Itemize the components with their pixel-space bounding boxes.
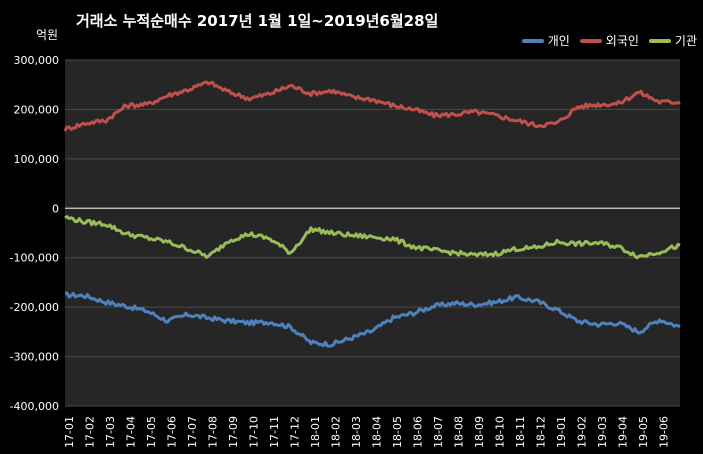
- x-tick-label: 17-09: [227, 416, 240, 448]
- x-tick-label: 18-01: [309, 416, 322, 448]
- legend-item-individual: 개인: [521, 32, 570, 49]
- x-tick-label: 17-05: [145, 416, 158, 448]
- x-tick-label: 18-12: [535, 416, 548, 448]
- x-tick-label: 18-06: [412, 416, 425, 448]
- x-tick-label: 18-11: [514, 416, 527, 448]
- legend-swatch-foreign: [579, 38, 602, 43]
- x-tick-label: 19-01: [555, 416, 568, 448]
- y-tick-label: -300,000: [10, 351, 59, 364]
- x-tick-label: 17-07: [186, 416, 199, 448]
- x-tick-label: 19-03: [596, 416, 609, 448]
- series-line-foreign: [63, 80, 681, 132]
- legend-item-foreign: 외국인: [579, 32, 639, 49]
- y-tick-label: 200,000: [14, 103, 60, 116]
- x-tick-label: 19-05: [637, 416, 650, 448]
- y-tick-label: -200,000: [10, 301, 59, 314]
- x-tick-label: 17-12: [289, 416, 302, 448]
- legend: 개인 외국인 기관: [521, 32, 697, 49]
- x-tick-label: 18-02: [330, 416, 343, 448]
- x-tick-label: 19-06: [658, 416, 671, 448]
- x-tick-label: 17-08: [207, 416, 220, 448]
- x-tick-label: 17-10: [248, 416, 261, 448]
- legend-label-foreign: 외국인: [605, 34, 639, 48]
- x-tick-label: 19-04: [617, 416, 630, 448]
- x-tick-label: 18-08: [453, 416, 466, 448]
- x-tick-label: 18-07: [432, 416, 445, 448]
- chart-title: 거래소 누적순매수 2017년 1월 1일~2019년6월28일: [76, 12, 439, 30]
- legend-label-institution: 기관: [674, 34, 697, 48]
- x-tick-label: 19-02: [576, 416, 589, 448]
- x-tick-label: 17-01: [63, 416, 76, 448]
- legend-swatch-individual: [521, 38, 544, 43]
- legend-item-institution: 기관: [648, 32, 697, 49]
- series-line-institution: [64, 215, 681, 260]
- series-line-individual: [64, 291, 681, 348]
- x-tick-label: 17-02: [84, 416, 97, 448]
- y-tick-label: 0: [52, 202, 59, 215]
- x-tick-label: 18-04: [371, 416, 384, 448]
- x-tick-label: 18-03: [350, 416, 363, 448]
- x-tick-label: 18-09: [473, 416, 486, 448]
- x-tick-label: 17-03: [104, 416, 117, 448]
- legend-swatch-institution: [648, 38, 671, 43]
- x-tick-label: 18-05: [391, 416, 404, 448]
- y-tick-label: 300,000: [14, 54, 60, 67]
- x-tick-label: 17-04: [125, 416, 138, 448]
- legend-label-individual: 개인: [547, 34, 570, 48]
- x-tick-label: 17-11: [268, 416, 281, 448]
- x-tick-label: 18-10: [494, 416, 507, 448]
- y-tick-label: 100,000: [14, 153, 60, 166]
- x-tick-label: 17-06: [166, 416, 179, 448]
- y-tick-label: -100,000: [10, 252, 59, 265]
- plot-area: [65, 60, 680, 406]
- unit-label: 억원: [36, 28, 59, 42]
- y-tick-label: -400,000: [10, 400, 59, 413]
